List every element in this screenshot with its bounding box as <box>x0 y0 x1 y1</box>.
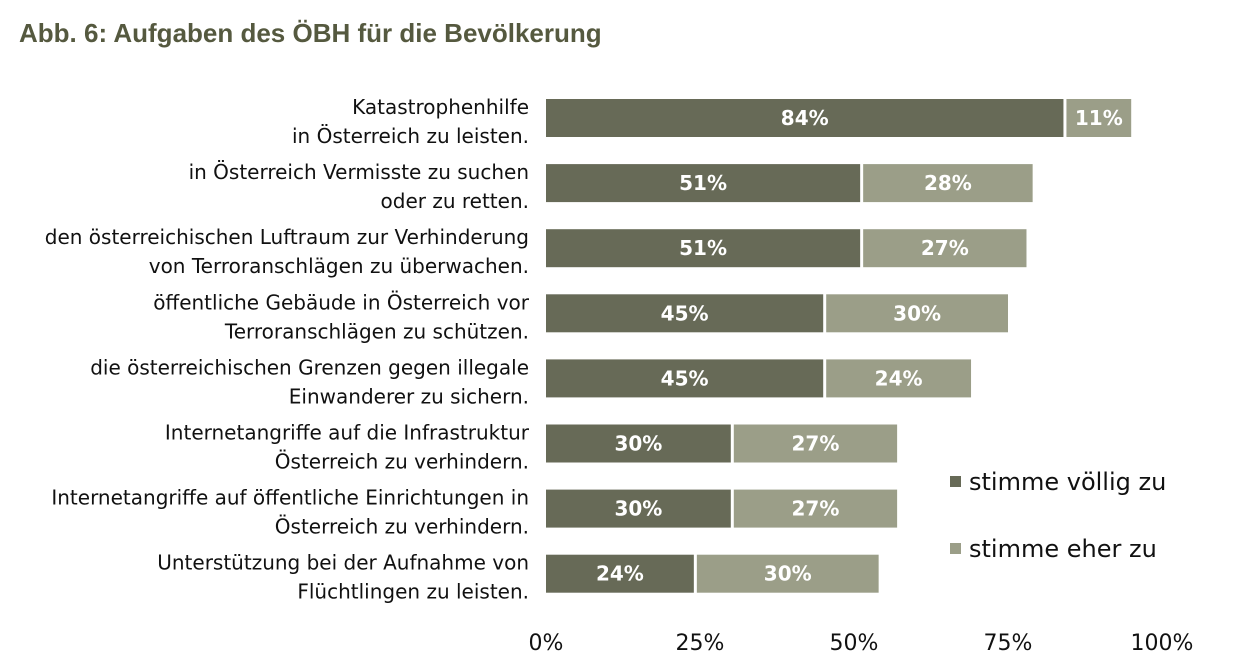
data-label: 30% <box>614 497 662 521</box>
category-label: Katastrophenhilfe in Österreich zu leiste… <box>292 95 529 148</box>
category-label: Internetangriffe auf die Infrastruktur Ös… <box>165 421 530 474</box>
bar-voellig-4 <box>546 359 824 398</box>
legend-swatch <box>950 543 961 554</box>
bar-eher-7 <box>696 554 879 593</box>
bar-eher-1 <box>863 164 1033 203</box>
data-label: 27% <box>921 236 969 260</box>
data-label: 27% <box>792 497 840 521</box>
bar-eher-6 <box>733 489 898 528</box>
bar-voellig-1 <box>546 164 861 203</box>
bar-eher-0 <box>1066 99 1132 137</box>
x-tick-label: 75% <box>984 631 1033 656</box>
legend: stimme völlig zu stimme eher zu <box>950 468 1166 563</box>
bars-group: 84% 11% 51% 28% 51% 27% 45% 30% 45% 24% 30% 27% 30% 2… <box>546 99 1132 593</box>
data-label: 51% <box>679 171 727 195</box>
data-label: 51% <box>679 236 727 260</box>
data-label: 84% <box>781 106 829 130</box>
bar-eher-4 <box>826 359 972 398</box>
x-tick-label: 50% <box>830 631 879 656</box>
bar-eher-3 <box>826 294 1008 333</box>
bar-voellig-3 <box>546 294 824 333</box>
category-label: in Österreich Vermisste zu suchen oder zu… <box>189 160 529 213</box>
data-label: 11% <box>1075 106 1123 130</box>
bar-voellig-2 <box>546 229 861 268</box>
x-axis: 0% 25% 50% 75% 100% <box>529 631 1194 656</box>
bar-voellig-5 <box>546 424 731 463</box>
data-label: 24% <box>875 366 923 390</box>
x-tick-label: 100% <box>1131 631 1194 656</box>
category-label: Unterstützung bei der Aufnahme von Flücht… <box>157 551 529 604</box>
category-label: die österreichischen Grenzen gegen illeg… <box>90 355 529 408</box>
data-label: 30% <box>893 301 941 325</box>
data-label: 30% <box>764 562 812 586</box>
category-label: öffentliche Gebäude in Österreich vor Ter… <box>153 290 530 343</box>
x-tick-label: 0% <box>529 631 564 656</box>
data-label: 45% <box>661 301 709 325</box>
data-label: 45% <box>661 366 709 390</box>
data-label: 28% <box>924 171 972 195</box>
data-label: 27% <box>792 432 840 456</box>
legend-label: stimme eher zu <box>969 535 1157 563</box>
chart-title: Abb. 6: Aufgaben des ÖBH für die Bevölke… <box>19 18 602 48</box>
bar-voellig-7 <box>546 554 694 593</box>
legend-label: stimme völlig zu <box>969 468 1166 496</box>
x-tick-label: 25% <box>676 631 725 656</box>
data-label: 30% <box>614 432 662 456</box>
bar-voellig-0 <box>546 99 1064 137</box>
bar-eher-2 <box>863 229 1027 268</box>
category-label: den österreichischen Luftraum zur Verhin… <box>45 225 529 278</box>
bar-voellig-6 <box>546 489 731 528</box>
legend-swatch <box>950 476 961 487</box>
category-label: Internetangriffe auf öffentliche Einrich… <box>51 486 529 539</box>
category-labels-group: Katastrophenhilfe in Österreich zu leiste… <box>45 95 530 604</box>
bar-eher-5 <box>733 424 898 463</box>
data-label: 24% <box>596 562 644 586</box>
